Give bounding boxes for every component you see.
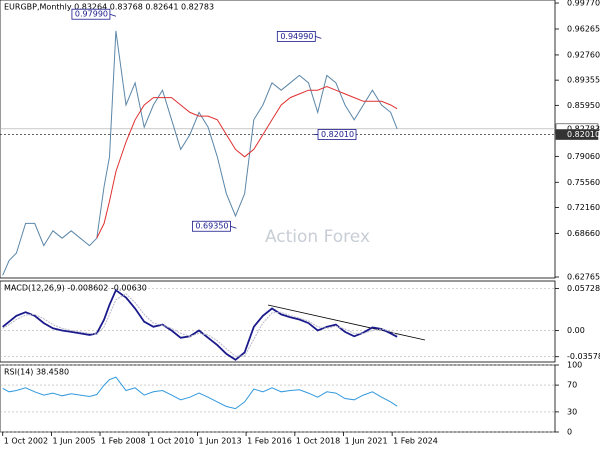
annotation-label: 0.97990 <box>75 10 108 19</box>
price-panel <box>0 0 556 279</box>
y-tick-label: 100 <box>567 361 582 370</box>
series-line <box>96 85 398 239</box>
y-tick-label: 0.92760 <box>567 50 600 59</box>
price-label-box <box>555 129 599 140</box>
y-tick-label: 0.85950 <box>567 101 600 110</box>
y-tick-label: 0.99770 <box>567 0 600 8</box>
panel-title: EURGBP,Monthly 0.83264 0.83768 0.82641 0… <box>4 3 214 12</box>
annotation-box <box>71 8 111 20</box>
x-tick-label: 1 Feb 2016 <box>247 437 292 446</box>
annotation-box <box>317 129 357 140</box>
trend-line <box>267 304 426 341</box>
y-tick-label: 0 <box>567 428 572 437</box>
y-tick-label: 0.00 <box>567 326 585 335</box>
y-tick-label: 0.79060 <box>567 152 600 161</box>
annotation-label: 0.94990 <box>280 32 313 41</box>
panel-title: MACD(12,26,9) -0.008602 -0.00630 <box>4 284 147 293</box>
y-tick-label: 0.96265 <box>567 24 600 33</box>
y-tick-label: 70 <box>567 381 577 390</box>
watermark: Action Forex <box>265 227 370 247</box>
x-tick-label: 1 Oct 2018 <box>296 437 340 446</box>
x-tick-label: 1 Feb 2008 <box>101 437 146 446</box>
y-tick-label: 0.72160 <box>567 203 600 212</box>
annotation-leader <box>109 13 117 17</box>
macd-panel <box>0 280 556 363</box>
x-tick-label: 1 Jun 2005 <box>52 437 95 446</box>
series-line <box>2 30 398 276</box>
x-tick-label: 1 Oct 2002 <box>4 437 48 446</box>
x-tick-label: 1 Feb 2024 <box>393 437 438 446</box>
annotation-label: 0.82010 <box>321 130 354 139</box>
annotation-box <box>192 220 231 232</box>
panel-title: RSI(14) 38.4580 <box>4 368 69 377</box>
y-tick-label: 0.75560 <box>567 178 600 187</box>
annotation-label: 0.69350 <box>195 222 228 231</box>
annotation-leader <box>315 36 322 39</box>
x-tick-label: 1 Jun 2021 <box>345 437 388 446</box>
annotation-box <box>276 31 316 42</box>
series-line <box>2 376 398 410</box>
x-tick-label: 1 Jun 2013 <box>199 437 242 446</box>
price-label: 0.82783 <box>567 124 600 133</box>
y-tick-label: 0.68660 <box>567 229 600 238</box>
series-line <box>2 288 398 361</box>
series-line <box>2 293 398 357</box>
y-tick-label: 0.62765 <box>567 273 600 282</box>
price-label: 0.82010 <box>567 130 600 139</box>
y-tick-label: -0.035783 <box>567 352 600 361</box>
y-tick-label: 0.05728 <box>567 284 600 293</box>
rsi-panel <box>0 364 556 433</box>
y-tick-label: 30 <box>567 407 577 416</box>
y-tick-label: 0.89355 <box>567 76 600 85</box>
annotation-leader <box>230 225 237 229</box>
x-tick-label: 1 Oct 2010 <box>150 437 194 446</box>
